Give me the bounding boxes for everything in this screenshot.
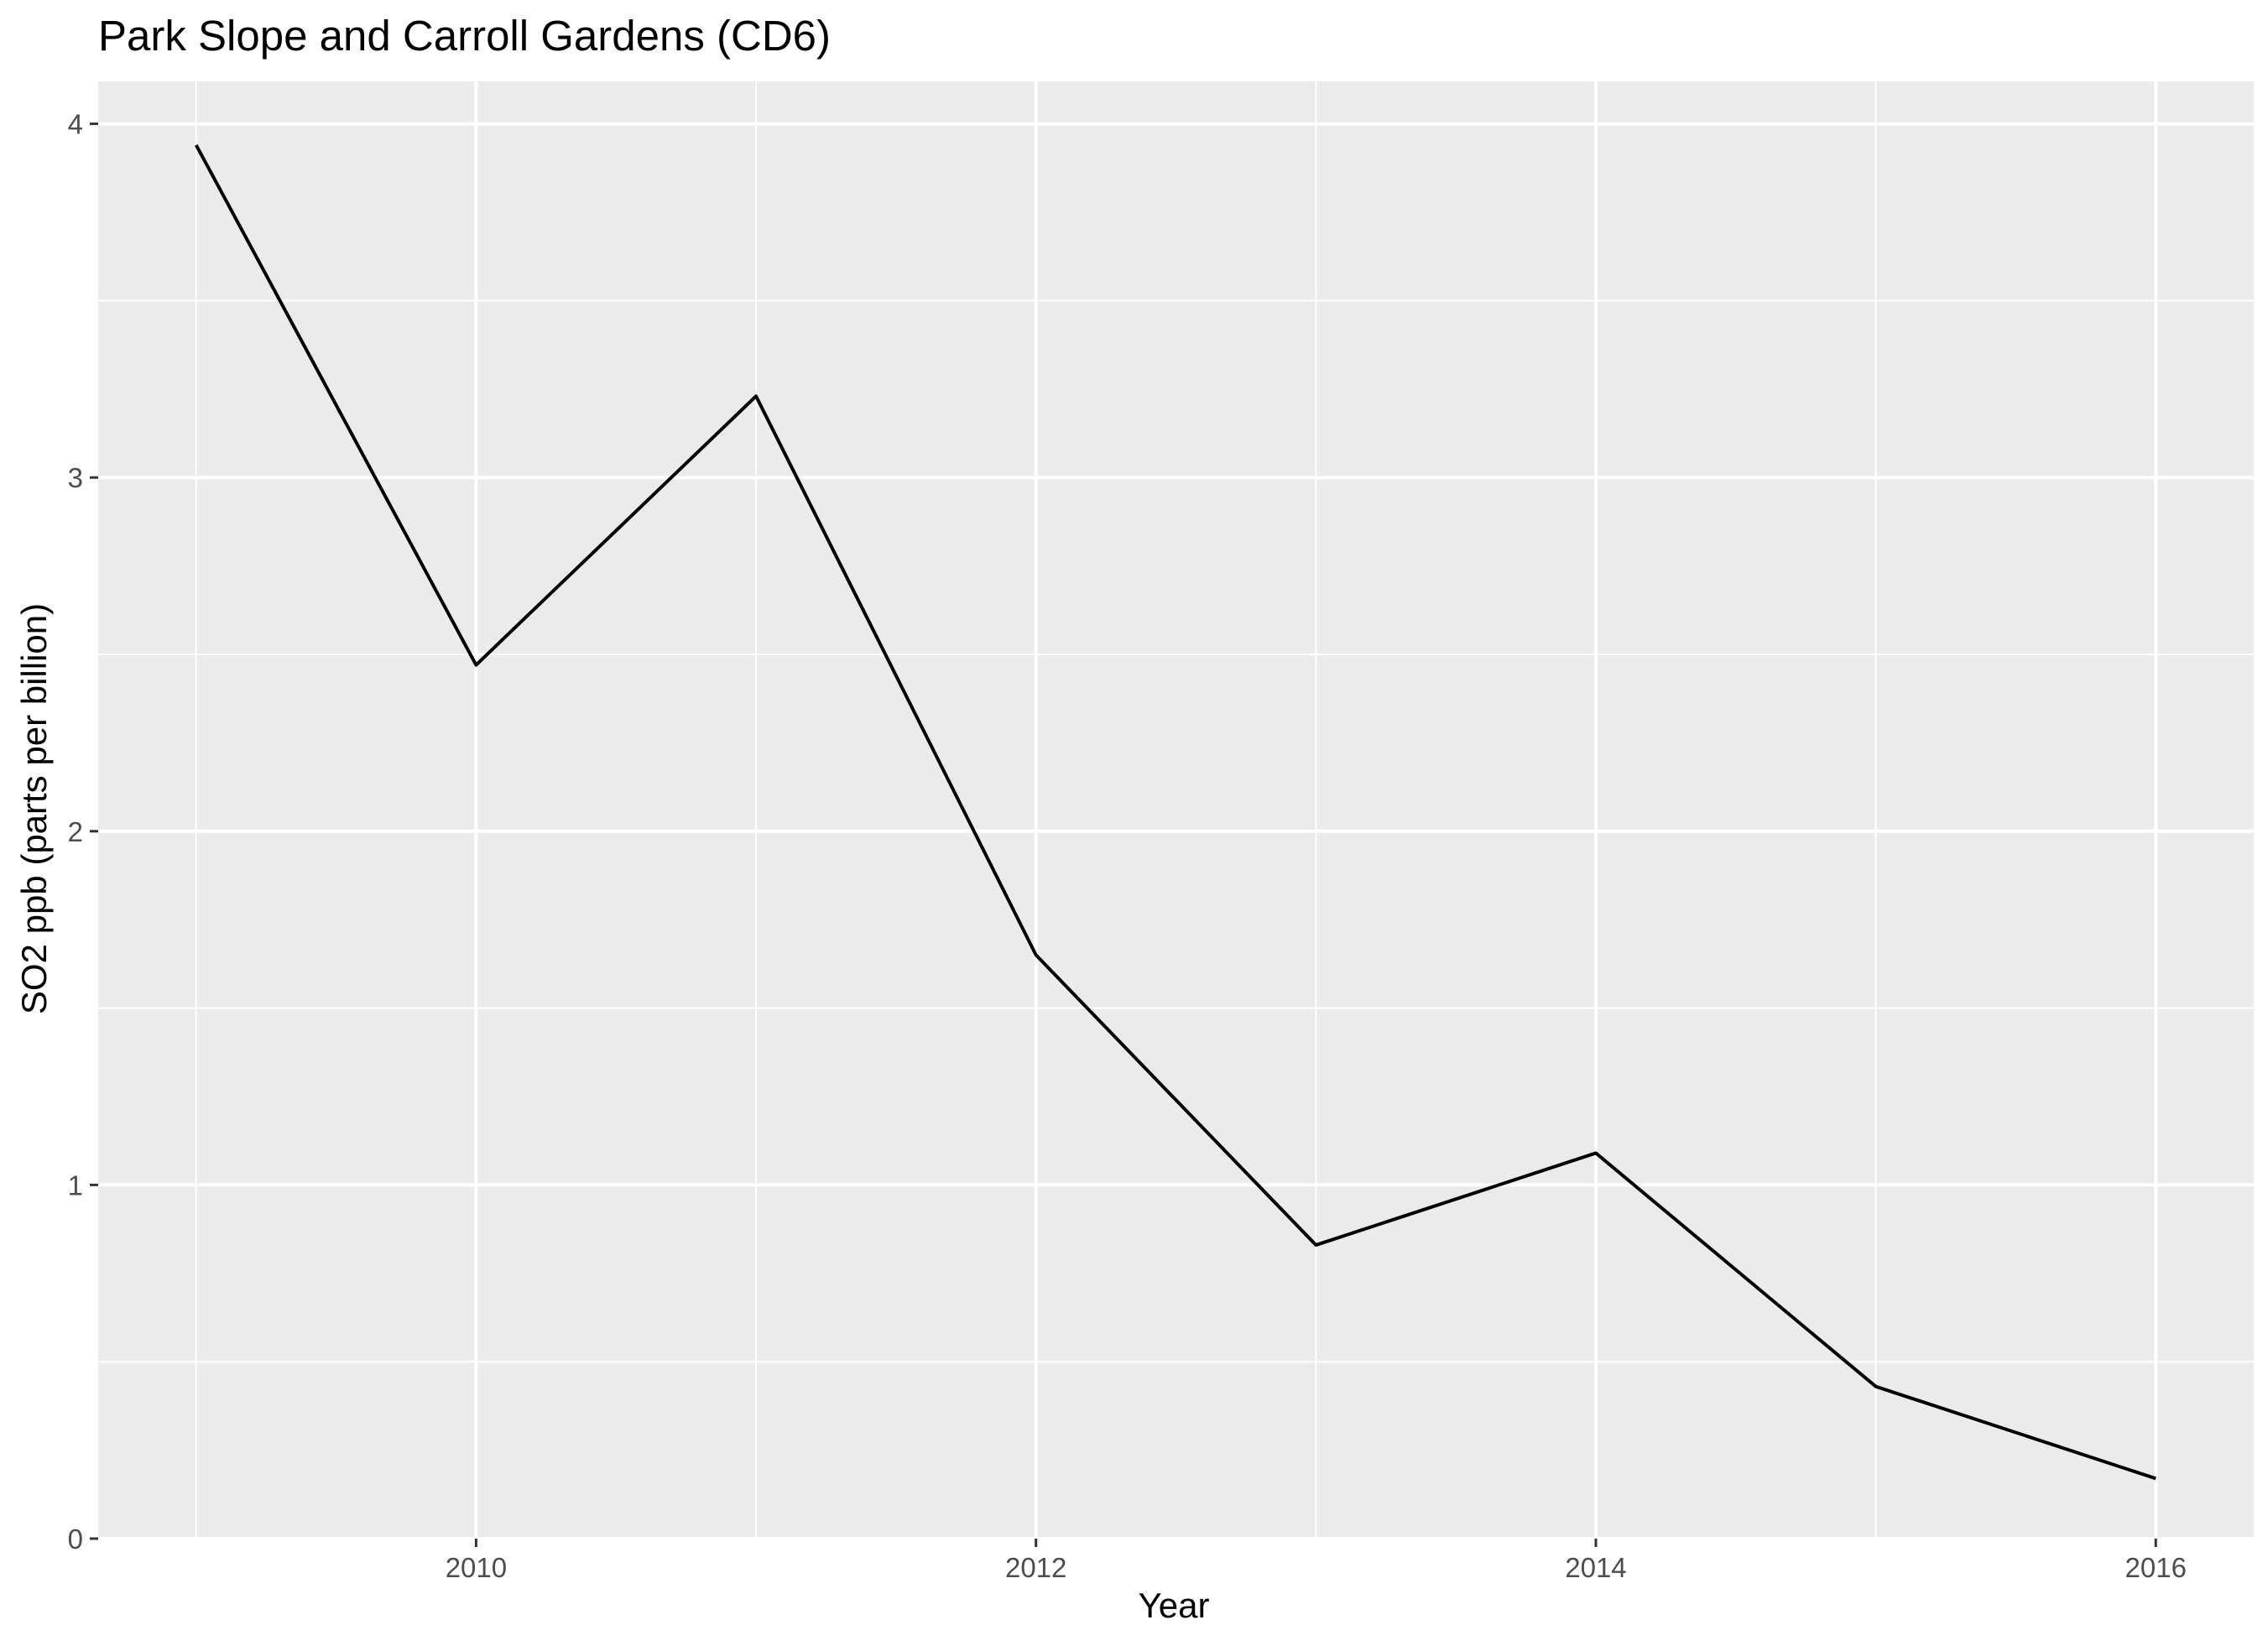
x-tick-label: 2010 [446, 1552, 507, 1583]
y-tick-label: 1 [68, 1169, 83, 1201]
x-tick-label: 2016 [2125, 1552, 2187, 1583]
x-axis-title: Year [1139, 1586, 1210, 1625]
y-tick-label: 2 [68, 816, 83, 847]
x-tick-label: 2012 [1005, 1552, 1066, 1583]
x-tick-label: 2014 [1565, 1552, 1626, 1583]
y-tick-label: 3 [68, 462, 83, 493]
chart-title: Park Slope and Carroll Gardens (CD6) [98, 12, 831, 60]
y-axis-title: SO2 ppb (parts per billion) [14, 603, 54, 1014]
y-tick-label: 4 [68, 109, 83, 140]
series-line-so2 [195, 143, 2156, 1481]
minor-gridlines [98, 81, 2254, 1539]
plot-panel [98, 81, 2254, 1539]
major-gridlines [98, 81, 2254, 1540]
x-axis-ticks: 2010 2012 2014 2016 [446, 1539, 2187, 1583]
y-tick-label: 0 [68, 1524, 83, 1555]
y-axis-ticks: 0 1 2 3 4 [68, 109, 98, 1555]
